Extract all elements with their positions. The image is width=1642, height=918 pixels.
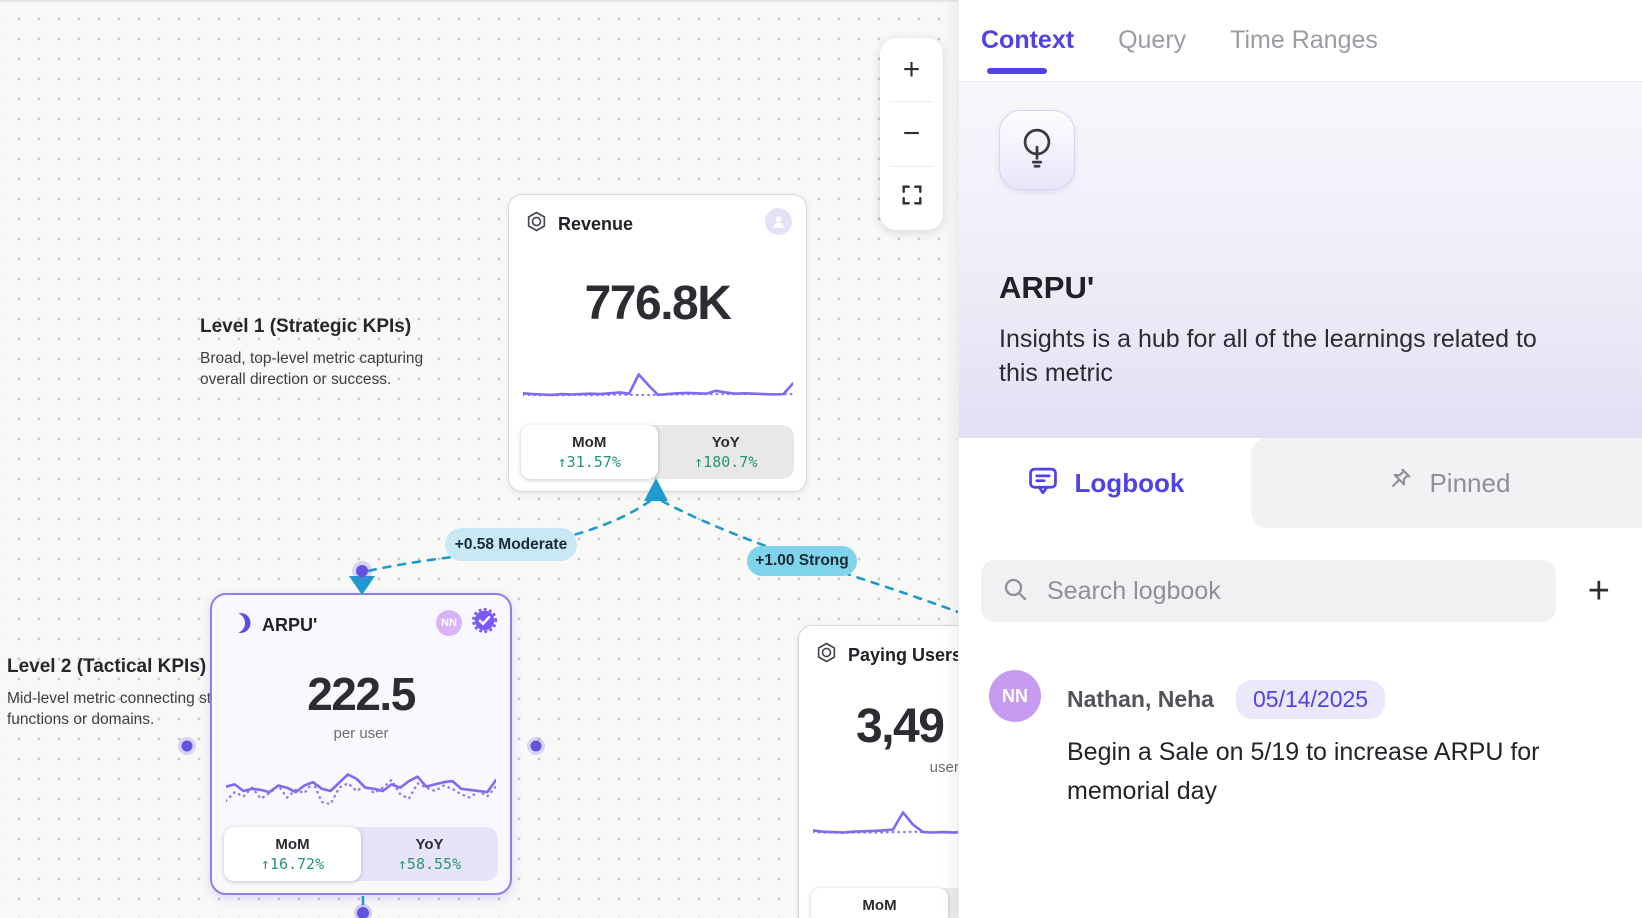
zoom-in-button[interactable]: + <box>902 52 921 86</box>
card-title: ARPU' <box>262 615 318 635</box>
tab-query[interactable]: Query <box>1118 26 1187 54</box>
tab-logbook[interactable]: Logbook <box>959 438 1251 528</box>
entry-header: Nathan, Neha 05/14/2025 <box>1067 680 1587 719</box>
card-value: 3,49 <box>856 700 945 753</box>
hexagon-icon <box>525 210 548 238</box>
fit-view-button[interactable] <box>880 167 943 230</box>
card-metric-toggle: MoM ↑16.72% YoY ↑58.55% <box>224 827 498 881</box>
owner-avatar-icon <box>765 208 792 235</box>
mom-segment[interactable]: MoM ↑12.72% <box>811 888 948 918</box>
canvas-top-border <box>0 0 958 2</box>
entry-author: Nathan, Neha <box>1067 686 1214 712</box>
sparkline-chart <box>226 773 496 806</box>
search-icon <box>1001 575 1029 608</box>
logbook-search[interactable] <box>981 560 1556 622</box>
tab-pinned[interactable]: Pinned <box>1250 438 1642 528</box>
hexagon-icon <box>815 641 838 669</box>
correlation-badge-strong: +1.00 Strong <box>747 546 857 576</box>
metric-context-header: ARPU' Insights is a hub for all of the l… <box>959 82 1642 438</box>
card-title: Revenue <box>558 213 634 234</box>
mom-segment[interactable]: MoM ↑31.57% <box>521 425 658 479</box>
metric-description: Insights is a hub for all of the learnin… <box>999 325 1537 387</box>
sparkline-chart <box>523 373 793 397</box>
tab-time-ranges[interactable]: Time Ranges <box>1230 26 1378 54</box>
crescent-moon-icon <box>224 610 252 641</box>
card-metric-toggle: MoM ↑31.57% YoY ↑180.7% <box>521 425 794 479</box>
zoom-out-button[interactable]: − <box>902 116 921 150</box>
card-value: 776.8K <box>584 277 732 330</box>
logbook-toolbar: + <box>981 560 1616 622</box>
correlation-badge-moderate: +0.58 Moderate <box>445 528 577 561</box>
yoy-segment[interactable]: YoY ↑180.7% <box>694 433 758 471</box>
active-tab-underline <box>987 68 1047 74</box>
insights-tile <box>999 110 1075 190</box>
card-unit: users <box>929 759 967 776</box>
divider <box>890 101 933 103</box>
entry-text: Begin a Sale on 5/19 to increase ARPU fo… <box>1067 738 1540 805</box>
context-panel: Context Query Time Ranges AR <box>958 0 1642 918</box>
tab-context[interactable]: Context <box>981 0 1074 81</box>
search-input[interactable] <box>1047 576 1536 606</box>
level-2-description: Mid-level metric connecting strategy to … <box>7 690 272 728</box>
metric-card-revenue[interactable]: Revenue 776.8K MoM ↑31.57% YoY ↑180.7% <box>508 194 807 492</box>
level-2-group-label: Level 2 (Tactical KPIs) Mid-level metric… <box>7 656 277 730</box>
owner-initials-badge: NN <box>436 610 462 636</box>
logbook-pinned-tabs: Logbook Pinned <box>959 438 1642 528</box>
panel-tab-bar: Context Query Time Ranges <box>959 0 1642 82</box>
divider <box>890 165 933 167</box>
card-unit: per user <box>333 725 389 742</box>
entry-avatar: NN <box>989 670 1041 722</box>
card-title: Paying Users' <box>848 644 967 665</box>
lightbulb-icon <box>1016 125 1058 176</box>
entry-body: Nathan, Neha 05/14/2025 Begin a Sale on … <box>1067 670 1587 811</box>
card-value: 222.5 <box>307 668 416 720</box>
level-1-group-label: Level 1 (Strategic KPIs) Broad, top-leve… <box>200 316 455 390</box>
logbook-entry[interactable]: NN Nathan, Neha 05/14/2025 Begin a Sale … <box>989 670 1616 811</box>
metric-name-heading: ARPU' <box>999 270 1095 305</box>
pushpin-icon <box>1382 465 1414 502</box>
level-1-description: Broad, top-level metric capturing overal… <box>200 350 424 388</box>
comment-icon <box>1026 464 1060 503</box>
metric-card-arpu[interactable]: ARPU' NN 222.5 per user MoM ↑16.72% YoY <box>210 593 512 895</box>
canvas-zoom-controls: + − <box>880 38 943 230</box>
entry-date-badge: 05/14/2025 <box>1235 680 1386 719</box>
verified-seal-icon <box>471 607 498 639</box>
level-2-title: Level 2 (Tactical KPIs) <box>7 656 207 677</box>
yoy-segment[interactable]: YoY ↑58.55% <box>397 835 462 873</box>
add-logbook-entry-button[interactable]: + <box>1587 570 1610 612</box>
fullscreen-icon <box>900 181 924 215</box>
mom-segment[interactable]: MoM ↑16.72% <box>224 827 361 881</box>
level-1-title: Level 1 (Strategic KPIs) <box>200 316 412 337</box>
